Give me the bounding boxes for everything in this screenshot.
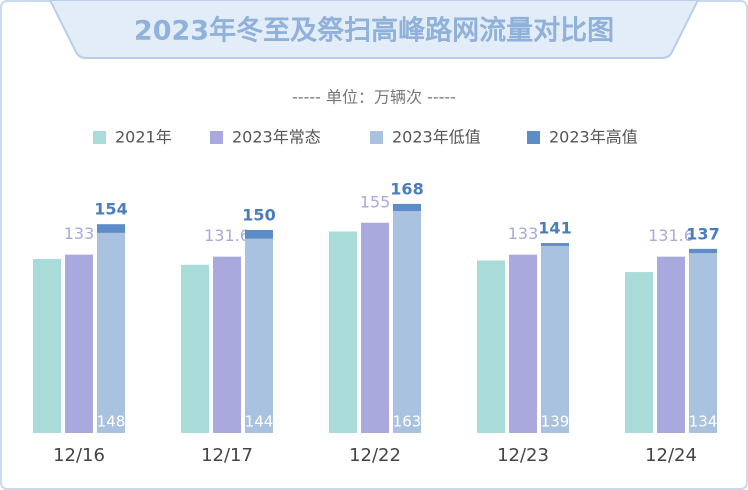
bar <box>97 232 125 433</box>
chart-title: 2023年冬至及祭扫高峰路网流量对比图 <box>134 15 614 47</box>
bar <box>509 254 537 433</box>
bar <box>625 272 653 433</box>
bar <box>393 203 421 212</box>
bar <box>213 256 241 433</box>
bar <box>477 260 505 433</box>
bar <box>689 248 717 254</box>
value-label: 139 <box>541 413 570 431</box>
value-label: 131.6 <box>204 226 250 245</box>
value-label: 144 <box>245 413 274 431</box>
bar <box>657 256 685 433</box>
value-label: 141 <box>538 219 571 238</box>
bar <box>329 231 357 433</box>
value-label: 133 <box>64 224 95 243</box>
value-label: 154 <box>94 200 127 219</box>
value-label: 150 <box>242 206 275 225</box>
value-label: 134 <box>689 413 718 431</box>
x-tick-label: 12/17 <box>201 445 253 466</box>
legend-label: 2023年低值 <box>392 128 481 147</box>
bar <box>181 264 209 433</box>
bar <box>689 253 717 433</box>
value-label: 137 <box>686 224 719 243</box>
bar <box>65 254 93 433</box>
legend-label: 2023年高值 <box>549 128 638 147</box>
legend-label: 2023年常态 <box>232 128 321 147</box>
bar <box>541 245 569 433</box>
value-label: 133 <box>508 224 539 243</box>
legend-swatch <box>210 131 223 144</box>
bar <box>393 211 421 433</box>
legend-swatch <box>93 131 106 144</box>
x-tick-label: 12/22 <box>349 445 401 466</box>
bar <box>245 230 273 239</box>
title-banner <box>48 0 700 59</box>
legend-swatch <box>370 131 383 144</box>
bar <box>245 238 273 433</box>
value-label: 163 <box>393 413 422 431</box>
subtitle: ----- 单位：万辆次 ----- <box>292 88 456 107</box>
value-label: 155 <box>360 192 391 211</box>
x-tick-label: 12/24 <box>645 445 697 466</box>
value-label: 131.6 <box>648 226 694 245</box>
x-tick-label: 12/23 <box>497 445 549 466</box>
x-tick-label: 12/16 <box>53 445 105 466</box>
bar <box>97 224 125 233</box>
legend-swatch <box>527 131 540 144</box>
value-label: 168 <box>390 179 423 198</box>
value-label: 148 <box>97 413 126 431</box>
legend-label: 2021年 <box>115 128 172 147</box>
bar <box>361 222 389 433</box>
bar <box>541 243 569 246</box>
bar <box>33 259 61 433</box>
